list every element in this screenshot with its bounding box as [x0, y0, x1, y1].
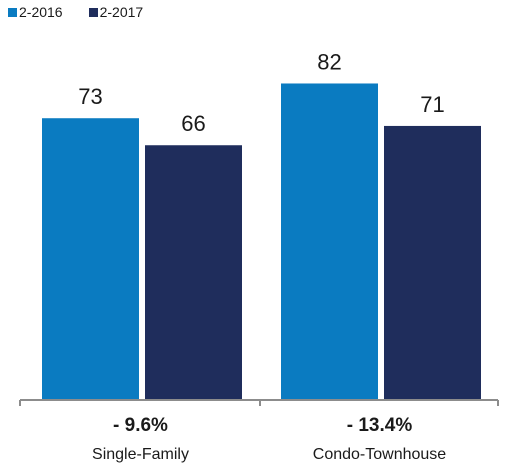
data-label: 71: [420, 92, 444, 117]
percent-change-label: - 9.6%: [113, 415, 168, 436]
legend-item-2017: 2-2017: [88, 4, 144, 20]
legend-item-2016: 2-2016: [8, 4, 63, 20]
legend: 2-2016 2-2017: [8, 4, 143, 20]
bar-condo-townhouse-2-2017: [384, 125, 481, 400]
category-label: Condo-Townhouse: [313, 446, 447, 463]
data-label: 82: [317, 49, 341, 74]
legend-swatch-2017: [88, 7, 98, 17]
data-label: 73: [78, 84, 102, 109]
legend-swatch-2016: [8, 7, 17, 17]
legend-label-2017: 2-2017: [99, 4, 144, 20]
category-label: Single-Family: [92, 446, 189, 463]
bar-single-family-2-2017: [145, 145, 242, 400]
percent-change-label: - 13.4%: [347, 415, 413, 436]
bar-single-family-2-2016: [42, 118, 139, 400]
bar-condo-townhouse-2-2016: [281, 83, 378, 400]
data-label: 66: [181, 111, 205, 136]
legend-label-2016: 2-2016: [19, 4, 63, 20]
